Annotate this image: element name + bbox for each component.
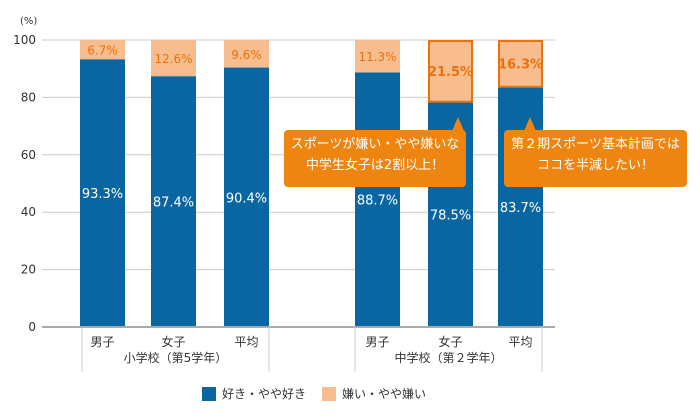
bar-dislike xyxy=(355,40,400,73)
unit-label: (%) xyxy=(20,16,37,27)
bar-like xyxy=(224,67,269,327)
x-tick-label: 平均 xyxy=(508,335,532,349)
legend-label: 嫌い・やや嫌い xyxy=(342,387,427,401)
legend-item-like: 好き・やや好き xyxy=(202,385,306,402)
data-label-like: 88.7% xyxy=(357,194,398,209)
bar-dislike xyxy=(428,40,473,103)
legend-swatch xyxy=(202,386,216,401)
bar-dislike xyxy=(224,40,269,68)
data-label-dislike: 9.6% xyxy=(231,48,262,62)
y-tick-label: 80 xyxy=(21,90,36,104)
x-tick-label: 男子 xyxy=(90,335,114,349)
group-label: 中学校（第２学年） xyxy=(394,350,502,365)
y-tick-label: 40 xyxy=(21,205,36,219)
legend-label: 好き・やや好き xyxy=(222,387,307,401)
bar-dislike xyxy=(80,40,125,60)
data-label-dislike: 16.3% xyxy=(498,57,543,72)
callout-text: ココを半減したい！ xyxy=(536,158,654,173)
data-label-like: 93.3% xyxy=(82,187,123,202)
bar-dislike xyxy=(151,40,196,77)
y-tick-label: 100 xyxy=(13,33,36,47)
data-label-like: 78.5% xyxy=(430,208,471,223)
x-tick-label: 女子 xyxy=(438,334,462,349)
data-label-like: 90.4% xyxy=(226,191,267,206)
callout-junior-girls: スポーツが嫌い・やや嫌いな 中学生女子は2割以上！ xyxy=(284,130,466,187)
callout-plan: 第２期スポーツ基本計画では ココを半減したい！ xyxy=(504,117,687,187)
callout-text: 中学生女子は2割以上！ xyxy=(305,158,445,173)
bar-like xyxy=(355,72,400,327)
y-tick-label: 20 xyxy=(21,263,36,277)
legend-item-dislike: 嫌い・やや嫌い xyxy=(322,385,426,402)
y-tick-label: 60 xyxy=(21,148,36,162)
data-label-dislike: 6.7% xyxy=(87,44,118,58)
data-label-like: 83.7% xyxy=(500,201,541,216)
callout-text: 第２期スポーツ基本計画では xyxy=(511,137,680,152)
data-label-dislike: 12.6% xyxy=(154,52,192,66)
bar-dislike xyxy=(498,40,543,88)
y-tick-label: 0 xyxy=(28,320,36,334)
bar-like xyxy=(80,59,125,327)
x-tick-label: 平均 xyxy=(234,335,258,349)
legend-swatch xyxy=(322,386,336,401)
group-label: 小学校（第5学年） xyxy=(124,350,228,365)
data-label-like: 87.4% xyxy=(153,196,194,211)
bar-like xyxy=(151,76,196,327)
callout-text: スポーツが嫌い・やや嫌いな xyxy=(290,137,460,152)
data-label-dislike: 11.3% xyxy=(358,50,396,64)
x-tick-label: 女子 xyxy=(161,334,185,349)
data-label-dislike: 21.5% xyxy=(428,65,473,80)
x-tick-label: 男子 xyxy=(365,335,389,349)
